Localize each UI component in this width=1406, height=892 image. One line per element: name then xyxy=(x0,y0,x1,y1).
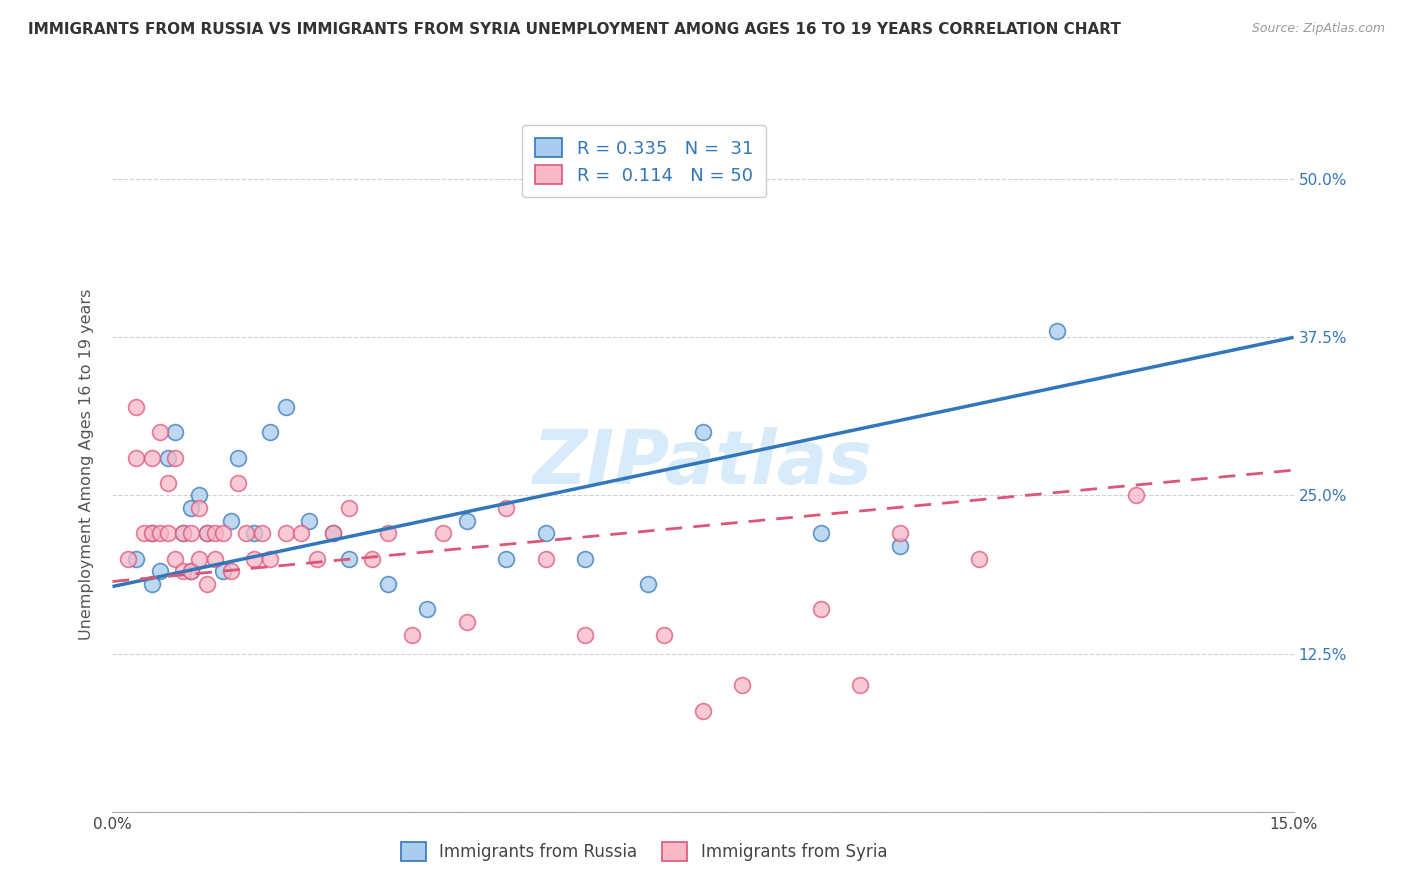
Point xyxy=(156,475,179,490)
Point xyxy=(195,526,218,541)
Text: ZIPatlas: ZIPatlas xyxy=(533,427,873,500)
Point xyxy=(290,526,312,541)
Point xyxy=(810,526,832,541)
Point xyxy=(228,475,250,490)
Point xyxy=(456,514,478,528)
Point xyxy=(337,551,360,566)
Point xyxy=(125,450,148,465)
Point xyxy=(337,501,360,516)
Point xyxy=(141,577,163,591)
Text: Source: ZipAtlas.com: Source: ZipAtlas.com xyxy=(1251,22,1385,36)
Point xyxy=(967,551,990,566)
Point xyxy=(574,627,596,641)
Point xyxy=(574,551,596,566)
Point xyxy=(731,678,754,692)
Point xyxy=(141,450,163,465)
Point xyxy=(195,526,218,541)
Point xyxy=(188,488,211,502)
Point xyxy=(211,565,233,579)
Point xyxy=(274,526,297,541)
Point xyxy=(298,514,321,528)
Point xyxy=(188,501,211,516)
Point xyxy=(534,526,557,541)
Point xyxy=(322,526,344,541)
Point xyxy=(149,526,172,541)
Point xyxy=(235,526,257,541)
Point xyxy=(416,602,439,616)
Point xyxy=(180,526,202,541)
Point xyxy=(180,565,202,579)
Point xyxy=(165,551,187,566)
Point xyxy=(141,526,163,541)
Point xyxy=(401,627,423,641)
Point xyxy=(307,551,329,566)
Point xyxy=(274,400,297,414)
Point xyxy=(1125,488,1147,502)
Point xyxy=(125,400,148,414)
Point xyxy=(211,526,233,541)
Point xyxy=(456,615,478,629)
Point xyxy=(125,551,148,566)
Point xyxy=(637,577,659,591)
Point xyxy=(156,526,179,541)
Point xyxy=(259,425,281,440)
Point xyxy=(652,627,675,641)
Point xyxy=(141,526,163,541)
Point xyxy=(219,514,242,528)
Point xyxy=(361,551,384,566)
Y-axis label: Unemployment Among Ages 16 to 19 years: Unemployment Among Ages 16 to 19 years xyxy=(79,288,94,640)
Point xyxy=(165,425,187,440)
Point xyxy=(172,565,194,579)
Point xyxy=(692,425,714,440)
Point xyxy=(172,526,194,541)
Point xyxy=(377,577,399,591)
Point xyxy=(165,450,187,465)
Text: IMMIGRANTS FROM RUSSIA VS IMMIGRANTS FROM SYRIA UNEMPLOYMENT AMONG AGES 16 TO 19: IMMIGRANTS FROM RUSSIA VS IMMIGRANTS FRO… xyxy=(28,22,1121,37)
Point xyxy=(172,526,194,541)
Point xyxy=(195,577,218,591)
Point xyxy=(889,526,911,541)
Point xyxy=(243,526,266,541)
Point xyxy=(204,526,226,541)
Point xyxy=(228,450,250,465)
Point xyxy=(849,678,872,692)
Point xyxy=(219,565,242,579)
Point xyxy=(117,551,139,566)
Point xyxy=(132,526,155,541)
Point xyxy=(250,526,273,541)
Point xyxy=(188,551,211,566)
Point xyxy=(534,551,557,566)
Point xyxy=(810,602,832,616)
Point xyxy=(156,450,179,465)
Point xyxy=(692,704,714,718)
Point xyxy=(495,551,517,566)
Point xyxy=(495,501,517,516)
Point xyxy=(149,565,172,579)
Point xyxy=(243,551,266,566)
Point xyxy=(259,551,281,566)
Point xyxy=(1046,324,1069,338)
Point xyxy=(180,565,202,579)
Point xyxy=(204,551,226,566)
Point xyxy=(377,526,399,541)
Point xyxy=(322,526,344,541)
Point xyxy=(889,539,911,553)
Point xyxy=(432,526,454,541)
Point xyxy=(149,425,172,440)
Point xyxy=(180,501,202,516)
Legend: Immigrants from Russia, Immigrants from Syria: Immigrants from Russia, Immigrants from … xyxy=(392,834,896,870)
